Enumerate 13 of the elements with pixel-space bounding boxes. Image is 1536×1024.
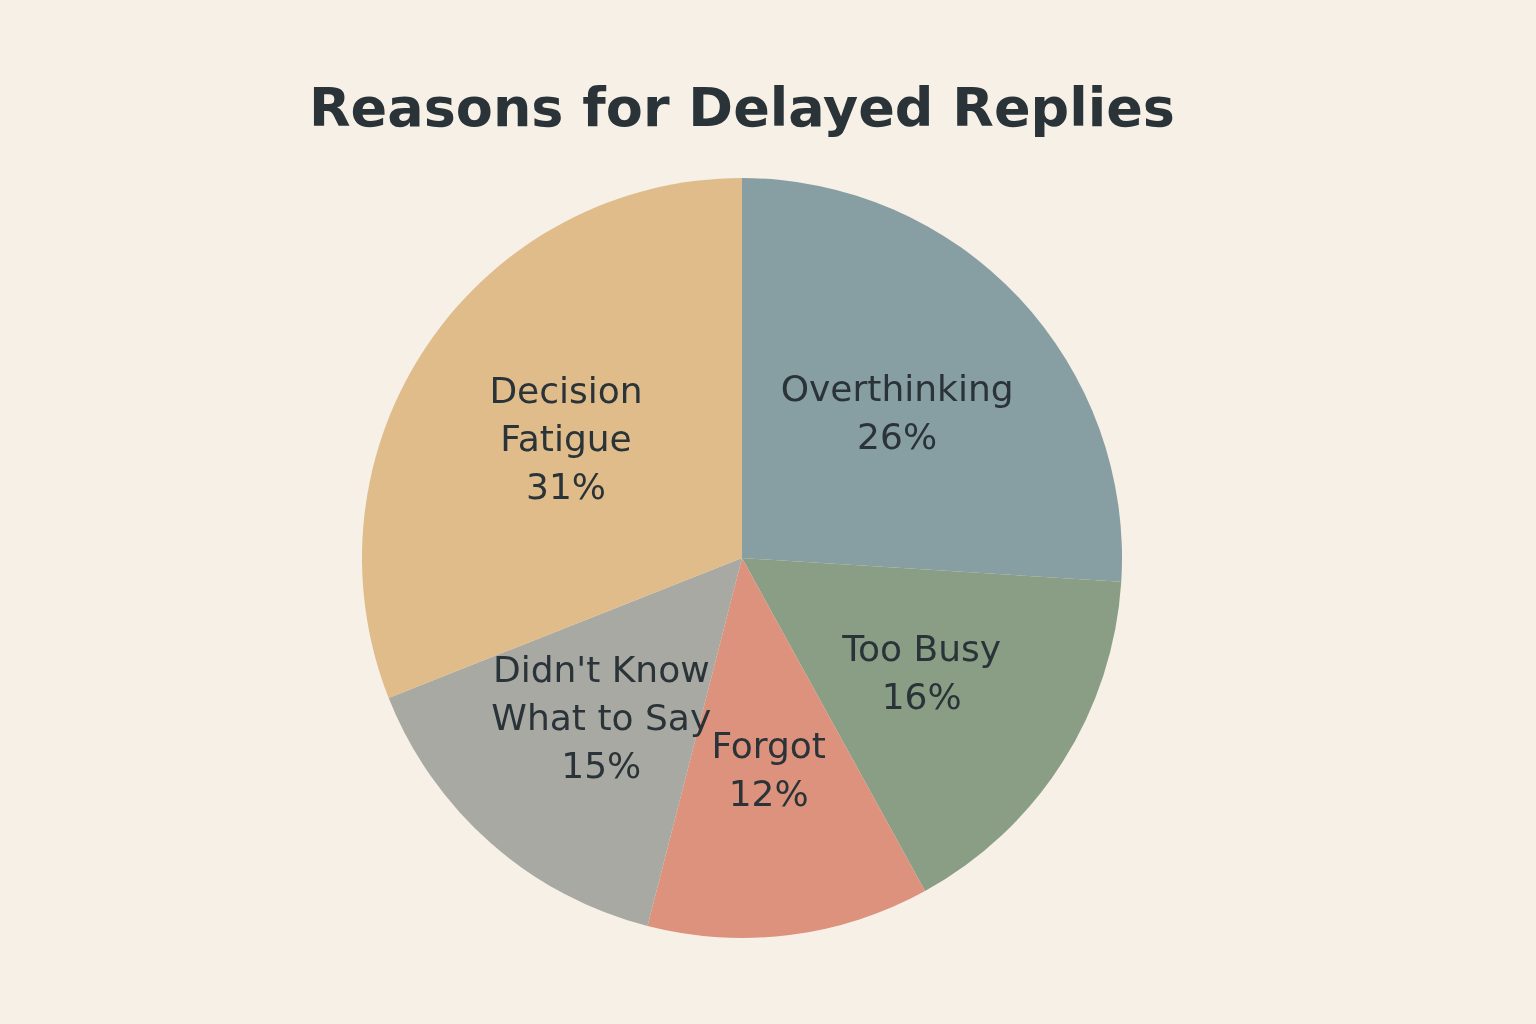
chart-title: Reasons for Delayed Replies (309, 76, 1175, 139)
slice-label: Decision Fatigue (489, 369, 643, 459)
data-label: 16% (881, 675, 962, 717)
data-label: 12% (728, 772, 809, 814)
data-label: 26% (857, 415, 938, 457)
pie-slice (742, 178, 1122, 582)
pie-slice (362, 178, 742, 698)
slice-label: Too Busy (841, 627, 1002, 669)
slice-label: Didn't Know What to Say (491, 649, 712, 739)
slice-label: Overthinking (780, 367, 1014, 409)
data-label: 15% (561, 745, 642, 787)
data-label: 31% (525, 465, 607, 507)
slice-label: Forgot (711, 724, 826, 766)
